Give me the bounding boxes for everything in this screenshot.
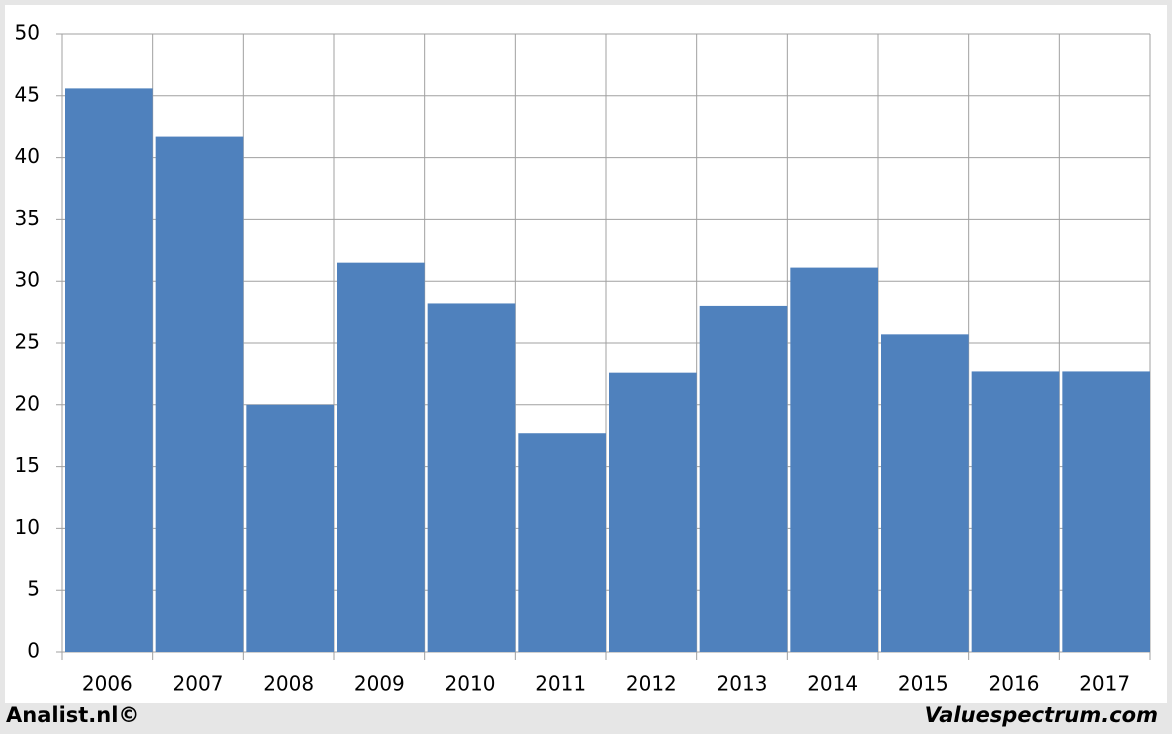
- y-tick-label: 40: [15, 144, 40, 168]
- bar: [790, 267, 878, 652]
- x-tick-label: 2006: [82, 672, 133, 696]
- x-tick-label: 2017: [1079, 672, 1130, 696]
- y-tick-label: 15: [15, 453, 40, 477]
- y-tick-label: 20: [15, 391, 40, 415]
- x-tick-label: 2013: [717, 672, 768, 696]
- y-tick-label: 50: [15, 21, 40, 45]
- bar: [971, 371, 1060, 652]
- footer-left: Analist.nl©: [6, 703, 139, 727]
- y-tick-label: 25: [15, 330, 40, 354]
- y-tick-label: 30: [15, 268, 40, 292]
- bar: [609, 372, 697, 652]
- x-tick-label: 2014: [807, 672, 858, 696]
- bar: [1062, 371, 1150, 652]
- x-tick-label: 2008: [263, 672, 314, 696]
- bar: [699, 305, 788, 652]
- x-tick-label: 2007: [173, 672, 224, 696]
- bar: [518, 433, 606, 652]
- x-tick-label: 2009: [354, 672, 405, 696]
- x-tick-label: 2016: [989, 672, 1040, 696]
- x-tick-label: 2012: [626, 672, 677, 696]
- bar: [427, 303, 516, 652]
- x-tick-label: 2011: [535, 672, 586, 696]
- x-tick-label: 2015: [898, 672, 949, 696]
- bar: [246, 404, 334, 652]
- bar: [65, 88, 153, 652]
- y-tick-label: 0: [27, 639, 40, 663]
- y-tick-label: 35: [15, 206, 40, 230]
- bar: [881, 334, 969, 652]
- footer-right: Valuespectrum.com: [925, 703, 1158, 727]
- y-tick-label: 5: [27, 577, 40, 601]
- x-tick-label: 2010: [445, 672, 496, 696]
- y-tick-label: 10: [15, 515, 40, 539]
- bar: [155, 136, 244, 652]
- bar: [337, 262, 425, 652]
- y-tick-label: 45: [15, 82, 40, 106]
